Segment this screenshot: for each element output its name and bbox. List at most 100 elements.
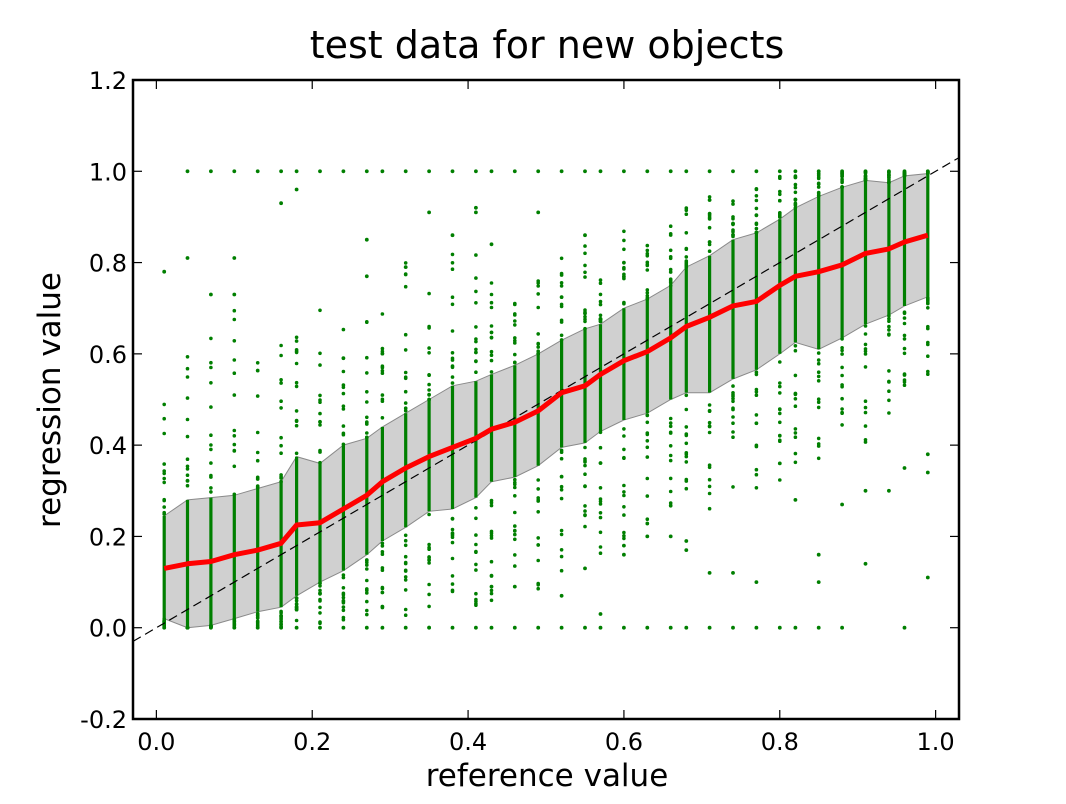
scatter-core — [926, 173, 930, 297]
scatter-point — [887, 488, 891, 493]
scatter-point — [474, 205, 478, 210]
scatter-point — [341, 573, 346, 577]
scatter-point — [489, 531, 494, 535]
scatter-point — [816, 436, 821, 441]
scatter-point — [668, 458, 673, 463]
scatter-point — [279, 201, 283, 206]
x-tick-label: 0.4 — [449, 728, 487, 756]
scatter-point — [294, 335, 299, 340]
scatter-point — [926, 306, 930, 310]
scatter-point — [684, 441, 689, 446]
x-tick-label: 0.0 — [137, 728, 175, 756]
scatter-point — [232, 442, 237, 447]
scatter-point — [427, 582, 431, 587]
scatter-point — [793, 348, 798, 353]
scatter-point — [536, 341, 540, 346]
scatter-point — [731, 421, 735, 426]
scatter-point — [754, 472, 759, 477]
scatter-point — [513, 313, 517, 317]
scatter-point — [279, 406, 283, 410]
scatter-point — [926, 342, 930, 347]
scatter-point — [341, 404, 346, 409]
scatter-point — [365, 578, 369, 583]
scatter-point — [255, 612, 260, 616]
scatter-point — [778, 192, 782, 197]
scatter-point — [598, 430, 603, 435]
scatter-point — [403, 284, 408, 289]
scatter-point — [731, 625, 735, 630]
scatter-point — [380, 399, 385, 404]
scatter-point — [840, 352, 844, 356]
scatter-point — [684, 425, 689, 429]
scatter-strip — [863, 169, 868, 444]
scatter-point — [778, 360, 782, 364]
scatter-point — [731, 169, 735, 174]
scatter-point — [816, 182, 821, 186]
scatter-point — [513, 485, 517, 490]
scatter-point — [754, 230, 759, 235]
scatter-point — [754, 226, 759, 231]
scatter-point — [294, 419, 299, 424]
scatter-point — [512, 169, 517, 174]
scatter-point — [489, 330, 494, 335]
scatter-point — [622, 493, 626, 498]
scatter-point — [427, 592, 431, 597]
scatter-strip — [380, 312, 385, 610]
scatter-point — [559, 169, 564, 174]
scatter-point — [559, 568, 564, 573]
scatter-point — [489, 305, 494, 310]
scatter-point — [403, 406, 408, 411]
scatter-point — [364, 274, 369, 279]
scatter-point — [707, 409, 712, 414]
scatter-point — [450, 302, 455, 307]
scatter-point — [403, 389, 408, 394]
scatter-point — [185, 417, 190, 422]
scatter-point — [598, 461, 603, 465]
scatter-point — [403, 607, 408, 612]
scatter-point — [887, 313, 891, 318]
scatter-point — [450, 329, 455, 333]
scatter-point — [583, 504, 587, 508]
scatter-point — [162, 617, 166, 621]
scatter-point — [403, 575, 408, 579]
scatter-point — [209, 461, 213, 465]
scatter-point — [255, 368, 260, 373]
scatter-point — [232, 492, 237, 497]
scatter-point — [863, 342, 868, 347]
scatter-point — [902, 466, 907, 470]
scatter-point — [622, 534, 626, 538]
scatter-point — [778, 407, 782, 411]
scatter-point — [816, 194, 821, 198]
scatter-point — [380, 365, 385, 370]
scatter-point — [489, 292, 494, 297]
scatter-point — [232, 371, 237, 376]
std-band-layer — [163, 173, 929, 629]
scatter-point — [427, 397, 431, 402]
scatter-point — [902, 378, 907, 382]
scatter-strip — [513, 301, 517, 568]
scatter-point — [341, 595, 346, 600]
scatter-point — [513, 302, 517, 306]
scatter-point — [489, 598, 494, 603]
scatter-point — [380, 585, 385, 590]
scatter-point — [474, 591, 478, 596]
scatter-point — [489, 370, 494, 374]
scatter-point — [684, 454, 689, 459]
scatter-point — [318, 588, 322, 593]
scatter-point — [209, 486, 213, 490]
scatter-point — [403, 543, 408, 548]
scatter-point — [364, 169, 369, 174]
scatter-point — [840, 185, 844, 189]
scatter-point — [583, 169, 587, 174]
scatter-point — [364, 625, 369, 630]
scatter-point — [403, 560, 408, 565]
scatter-point — [450, 582, 455, 586]
scatter-point — [684, 393, 689, 398]
scatter-point — [754, 580, 759, 584]
scatter-point — [450, 375, 455, 379]
scatter-point — [583, 458, 587, 463]
scatter-point — [559, 484, 564, 489]
scatter-point — [365, 435, 369, 440]
scatter-point — [668, 476, 673, 481]
scatter-point — [925, 470, 930, 475]
